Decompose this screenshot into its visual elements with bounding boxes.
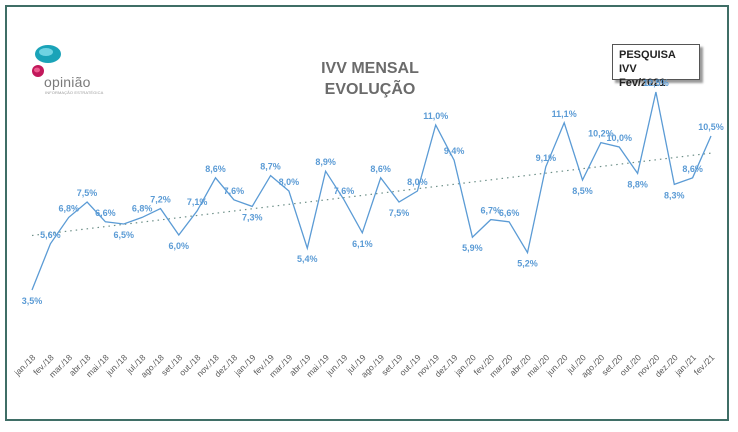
data-label: 8,6%	[682, 164, 703, 174]
data-label: 5,2%	[517, 259, 538, 269]
chart-title-line2: EVOLUÇÃO	[324, 81, 416, 98]
data-label: 7,5%	[389, 208, 410, 218]
series-layer	[31, 91, 712, 291]
logo-wordmark: opinião	[44, 74, 91, 90]
survey-badge-line2: Fev/2021	[619, 77, 666, 89]
series-line	[31, 91, 712, 291]
data-label: 7,6%	[224, 186, 245, 196]
data-label: 8,6%	[205, 164, 226, 174]
data-label: 6,1%	[352, 239, 373, 249]
x-tick-label: fev./21	[692, 352, 717, 377]
data-label: 8,6%	[370, 164, 391, 174]
data-label: 11,0%	[423, 111, 448, 121]
data-label: 8,0%	[279, 177, 300, 187]
data-label: 9,4%	[444, 146, 465, 156]
trend-line	[31, 152, 712, 237]
data-label: 5,6%	[40, 230, 61, 240]
data-label: 8,0%	[407, 177, 428, 187]
x-axis-layer: jan./18fev./18mar./18abr./18mai./18jun./…	[12, 352, 717, 379]
data-label: 11,1%	[552, 109, 577, 119]
data-label: 6,8%	[132, 203, 153, 213]
data-label: 8,8%	[627, 179, 648, 189]
data-label: 10,2%	[588, 129, 614, 139]
data-label: 6,6%	[499, 208, 520, 218]
data-label: 6,5%	[113, 230, 134, 240]
x-tick-label: jan./18	[12, 352, 38, 378]
data-label-layer: 3,5%5,6%6,8%7,5%6,6%6,5%6,8%7,2%6,0%7,1%…	[22, 78, 724, 306]
chart-title: IVV MENSAL EVOLUÇÃO	[260, 58, 480, 100]
data-label: 8,3%	[664, 190, 685, 200]
data-label: 7,3%	[242, 212, 263, 222]
data-label: 8,7%	[260, 162, 281, 172]
data-label: 8,5%	[572, 186, 593, 196]
data-label: 10,0%	[606, 133, 632, 143]
survey-badge: PESQUISA IVV Fev/2021	[612, 44, 700, 89]
data-label: 6,0%	[169, 241, 190, 251]
data-label: 7,1%	[187, 197, 208, 207]
data-label: 9,1%	[536, 153, 557, 163]
data-label: 10,5%	[698, 122, 724, 132]
data-label: 7,5%	[77, 188, 98, 198]
chart-title-line1: IVV MENSAL	[321, 60, 419, 77]
data-label: 6,7%	[481, 206, 502, 216]
data-label: 6,6%	[95, 208, 116, 218]
data-label: 5,9%	[462, 243, 483, 253]
survey-badge-line1: PESQUISA IVV	[619, 49, 676, 75]
data-label: 7,6%	[334, 186, 355, 196]
data-label: 12,5%	[643, 78, 669, 88]
logo-tagline: INFORMAÇÃO ESTRATÉGICA	[45, 90, 104, 95]
chart-frame	[5, 5, 729, 421]
data-label: 5,4%	[297, 254, 318, 264]
trend-layer	[31, 152, 712, 237]
data-label: 7,2%	[150, 195, 171, 205]
data-label: 6,8%	[58, 203, 79, 213]
data-label: 3,5%	[22, 296, 43, 306]
data-label: 8,9%	[315, 157, 336, 167]
opiniao-logo-icon	[32, 45, 61, 77]
